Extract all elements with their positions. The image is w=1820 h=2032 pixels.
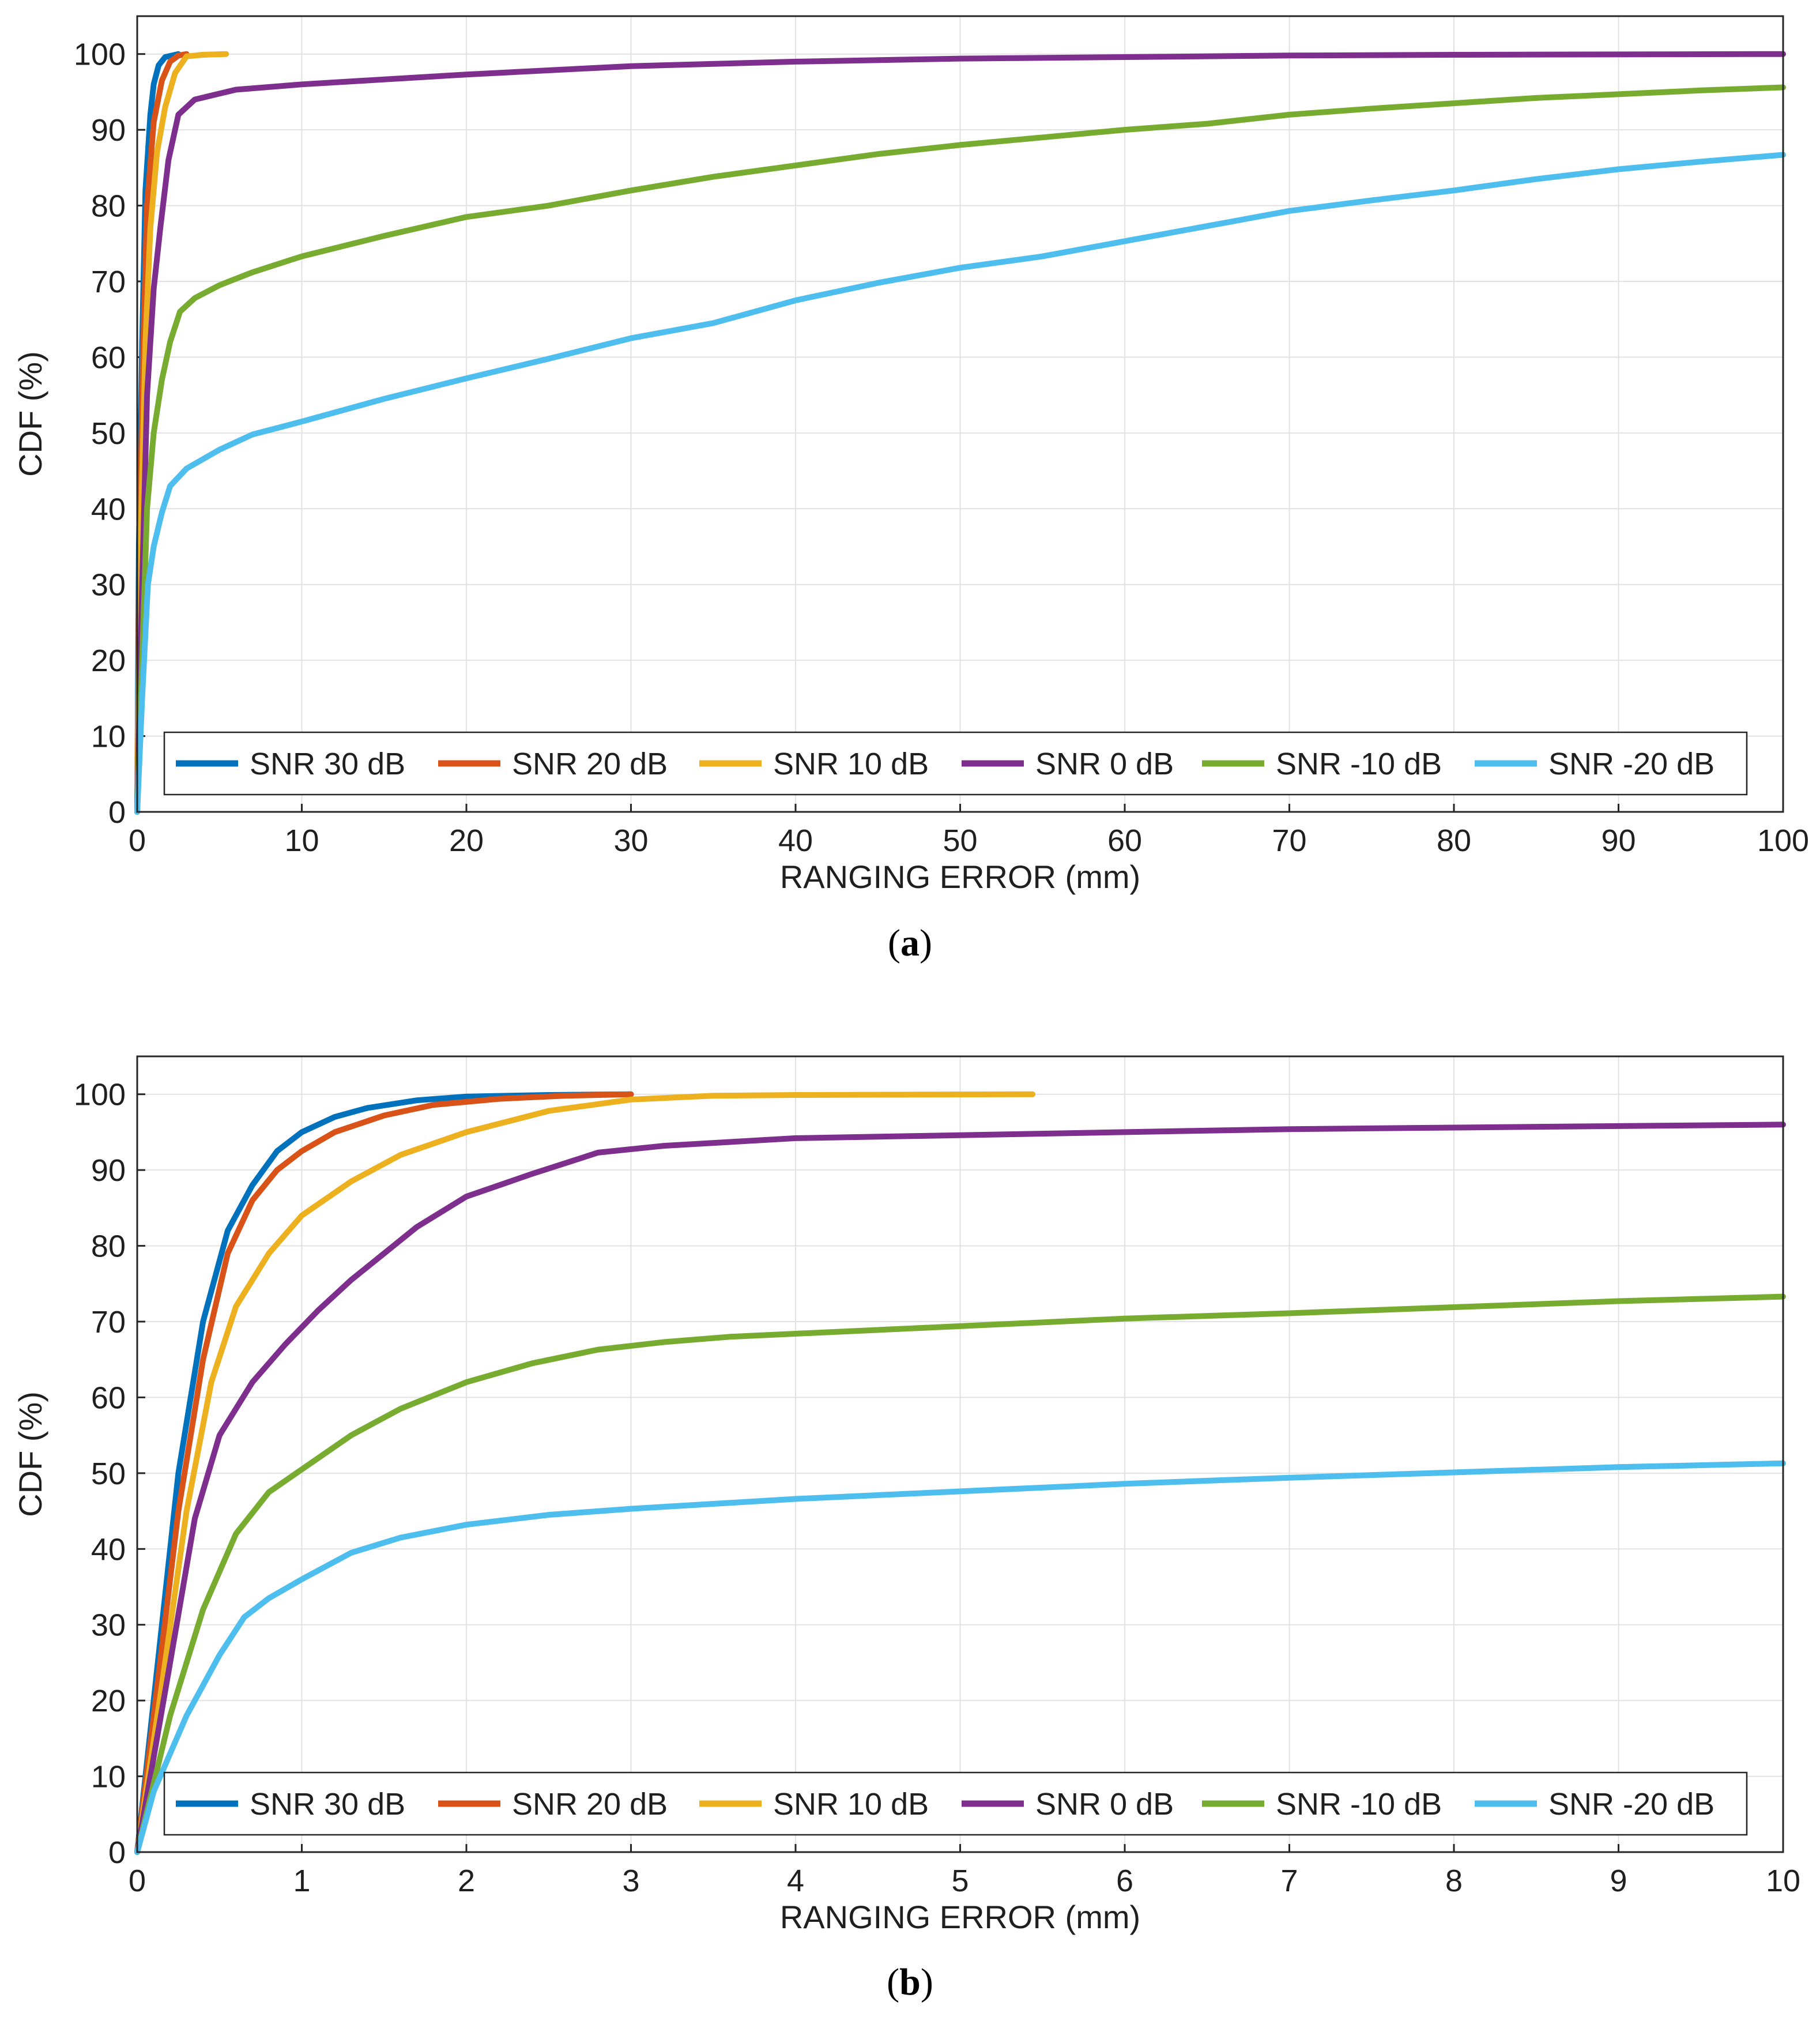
chart-a-y-tick-label: 30 bbox=[91, 568, 126, 603]
chart-a-line-snr-10-db bbox=[134, 84, 1786, 815]
chart-b-x-tick-label: 1 bbox=[293, 1864, 310, 1898]
chart-a-x-tick-label: 80 bbox=[1437, 823, 1471, 858]
chart-a-line-snr-20-db bbox=[134, 152, 1786, 815]
chart-b-x-tick-label: 10 bbox=[1766, 1864, 1800, 1898]
chart-b-y-tick-label: 50 bbox=[91, 1457, 126, 1491]
chart-a-y-tick-label: 90 bbox=[91, 113, 126, 148]
chart-a-plot-frame bbox=[136, 15, 1784, 813]
chart-a-x-tick-label: 40 bbox=[778, 823, 813, 858]
chart-b-x-tick-label: 2 bbox=[458, 1864, 475, 1898]
chart-b-y-tick-label: 20 bbox=[91, 1684, 126, 1718]
chart-a-y-tick-label: 70 bbox=[91, 265, 126, 299]
chart-a-legend-label-snr-20-db: SNR 20 dB bbox=[512, 747, 668, 781]
chart-a-y-axis-label: CDF (%) bbox=[12, 351, 48, 477]
chart-a-x-tick-label: 20 bbox=[449, 823, 484, 858]
chart-b-line-snr-10-db bbox=[134, 1091, 1036, 1855]
chart-a-y-tick-label: 100 bbox=[74, 37, 126, 72]
chart-a: 0 10 20 30 40 50 60 70 80 90 100 0 10 20 30 40 50 60 70 80 9… bbox=[12, 15, 1809, 895]
chart-a-x-tick-label: 50 bbox=[943, 823, 977, 858]
chart-b-line-snr-20-db bbox=[134, 1091, 634, 1855]
chart-b-grid bbox=[137, 1056, 1784, 1853]
chart-b-series bbox=[134, 1091, 1786, 1855]
chart-b-y-tick-label: 100 bbox=[74, 1078, 126, 1112]
chart-a-y-tick-label: 40 bbox=[91, 492, 126, 526]
chart-b-legend-label-snr-20-db: SNR -20 dB bbox=[1548, 1787, 1715, 1822]
chart-b-plot-frame bbox=[136, 1055, 1784, 1853]
chart-b-x-tick-label: 0 bbox=[129, 1864, 146, 1898]
caption-b: (b) bbox=[887, 1961, 933, 2003]
chart-a-ticks: 0 10 20 30 40 50 60 70 80 90 100 0 10 20 30 40 50 60 70 80 9… bbox=[74, 37, 1809, 858]
chart-a-y-tick-label: 0 bbox=[108, 795, 126, 830]
chart-a-y-tick-label: 20 bbox=[91, 644, 126, 678]
chart-b-x-tick-label: 6 bbox=[1116, 1864, 1133, 1898]
chart-a-legend-label-snr-10-db: SNR 10 dB bbox=[773, 747, 929, 781]
chart-a-legend: SNR 30 dB SNR 20 dB SNR 10 dB SNR 0 dB SNR -… bbox=[163, 731, 1748, 796]
chart-a-legend-label-snr-0-db: SNR 0 dB bbox=[1035, 747, 1174, 781]
chart-b-line-snr-20-db bbox=[134, 1460, 1786, 1855]
chart-b-x-axis-label: RANGING ERROR (mm) bbox=[780, 1899, 1140, 1935]
chart-b-y-tick-label: 60 bbox=[91, 1380, 126, 1415]
caption-a-letter: a bbox=[900, 922, 920, 964]
caption-b-letter: b bbox=[899, 1961, 921, 2003]
chart-b-line-snr-10-db bbox=[134, 1293, 1786, 1855]
chart-a-x-tick-label: 100 bbox=[1757, 823, 1809, 858]
chart-b-legend-label-snr-0-db: SNR 0 dB bbox=[1035, 1787, 1174, 1822]
chart-a-legend-label-snr-30-db: SNR 30 dB bbox=[250, 747, 405, 781]
chart-b-x-tick-label: 4 bbox=[787, 1864, 804, 1898]
chart-b-y-axis-label: CDF (%) bbox=[12, 1391, 48, 1517]
chart-a-legend-label-snr-20-db: SNR -20 dB bbox=[1548, 747, 1715, 781]
chart-b-y-tick-label: 40 bbox=[91, 1532, 126, 1567]
chart-b-y-tick-label: 0 bbox=[108, 1835, 126, 1870]
chart-b-x-tick-label: 8 bbox=[1445, 1864, 1463, 1898]
chart-b-line-snr-30-db bbox=[134, 1091, 634, 1855]
chart-a-y-tick-label: 80 bbox=[91, 189, 126, 224]
chart-b-x-tick-label: 9 bbox=[1610, 1864, 1627, 1898]
chart-a-y-tick-label: 50 bbox=[91, 416, 126, 451]
chart-b-legend-label-snr-10-db: SNR 10 dB bbox=[773, 1787, 929, 1822]
chart-a-y-tick-label: 10 bbox=[91, 720, 126, 754]
chart-b-x-tick-label: 5 bbox=[951, 1864, 969, 1898]
chart-b-y-tick-label: 30 bbox=[91, 1608, 126, 1643]
chart-a-y-tick-label: 60 bbox=[91, 340, 126, 375]
chart-b-x-tick-label: 3 bbox=[622, 1864, 639, 1898]
chart-a-x-tick-label: 90 bbox=[1601, 823, 1636, 858]
chart-b-line-snr-0-db bbox=[134, 1122, 1786, 1855]
chart-a-x-tick-label: 60 bbox=[1107, 823, 1142, 858]
chart-a-x-tick-label: 30 bbox=[613, 823, 648, 858]
chart-a-x-tick-label: 10 bbox=[284, 823, 319, 858]
chart-b-y-tick-label: 90 bbox=[91, 1153, 126, 1188]
chart-a-legend-label-snr-10-db: SNR -10 dB bbox=[1276, 747, 1442, 781]
chart-a-line-snr-0-db bbox=[134, 51, 1786, 815]
chart-b-y-tick-label: 70 bbox=[91, 1305, 126, 1339]
chart-b-legend-label-snr-10-db: SNR -10 dB bbox=[1276, 1787, 1442, 1822]
chart-a-x-axis-label: RANGING ERROR (mm) bbox=[780, 859, 1140, 895]
chart-a-x-tick-label: 0 bbox=[129, 823, 146, 858]
chart-b-legend: SNR 30 dB SNR 20 dB SNR 10 dB SNR 0 dB SNR -… bbox=[163, 1771, 1748, 1836]
chart-b-x-tick-label: 7 bbox=[1280, 1864, 1298, 1898]
chart-a-grid bbox=[137, 16, 1784, 812]
chart-a-x-tick-label: 70 bbox=[1272, 823, 1306, 858]
chart-b-legend-label-snr-20-db: SNR 20 dB bbox=[512, 1787, 668, 1822]
chart-b-y-tick-label: 10 bbox=[91, 1760, 126, 1794]
caption-a: (a) bbox=[888, 922, 932, 964]
chart-b-y-tick-label: 80 bbox=[91, 1229, 126, 1264]
chart-a-series bbox=[134, 51, 1786, 815]
chart-b-legend-label-snr-30-db: SNR 30 dB bbox=[250, 1787, 405, 1822]
